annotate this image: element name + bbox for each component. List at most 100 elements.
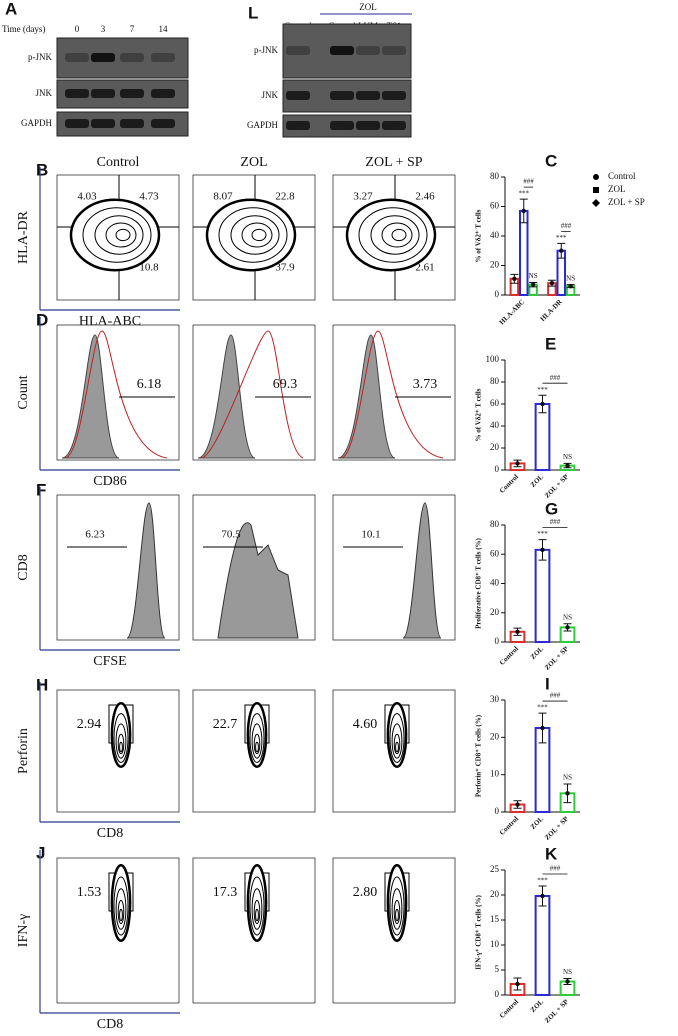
contour <box>358 207 428 263</box>
column-title: ZOL <box>240 155 267 170</box>
histogram-line <box>200 330 304 459</box>
contour <box>117 733 125 755</box>
blot-band <box>356 46 380 55</box>
y-tick-label: 80 <box>490 376 500 386</box>
lane-label: 14 <box>159 24 169 34</box>
row-label: GAPDH <box>21 118 53 128</box>
blot-band <box>286 121 310 130</box>
y-tick-label: 0 <box>495 464 500 474</box>
contour <box>113 876 129 936</box>
axis-label: CD8 <box>97 1017 123 1032</box>
blot-band <box>286 91 310 100</box>
lane-label: 0 <box>75 24 80 34</box>
y-tick-label: 80 <box>490 519 500 529</box>
significance: *** <box>537 704 548 712</box>
y-tick-label: 20 <box>490 607 500 617</box>
data-point <box>521 208 526 214</box>
panel-letter: K <box>545 844 558 863</box>
gate-value: 70.5 <box>221 529 241 541</box>
gate-value: 2.94 <box>77 717 102 732</box>
plot-frame <box>56 324 180 461</box>
data-point <box>540 401 545 407</box>
x-tick-label: Control <box>498 998 520 1020</box>
legend-marker <box>592 199 600 207</box>
data-point <box>565 979 570 984</box>
y-tick-label: 40 <box>490 420 500 430</box>
x-tick-label: ZOL + SP <box>543 472 570 499</box>
axis-label: HLA-DR <box>16 210 31 264</box>
gate-value: 22.7 <box>213 717 238 732</box>
y-tick-label: 0 <box>495 806 500 816</box>
significance: ### <box>523 178 534 186</box>
blot-band <box>151 119 175 128</box>
legend-label: Control <box>608 171 636 181</box>
legend-marker <box>593 187 599 193</box>
axis-label: IFN-γ <box>16 914 31 947</box>
histogram-fill <box>337 334 396 459</box>
contour <box>391 888 403 930</box>
x-tick-label: ZOL + SP <box>543 997 570 1024</box>
plot-frame <box>192 857 316 1004</box>
column-title: Control <box>97 155 140 170</box>
x-tick-label: HLA-ABC <box>498 298 526 326</box>
axis-label: CD86 <box>93 474 126 489</box>
contour <box>386 702 408 768</box>
gate-value: 1.53 <box>77 885 102 900</box>
data-point <box>540 893 545 899</box>
gate-value: 3.27 <box>353 191 373 203</box>
gate-value: 4.03 <box>77 191 97 203</box>
blot-band <box>330 121 354 130</box>
contour <box>393 733 401 755</box>
axis-label: CD8 <box>97 826 123 841</box>
histogram-fill <box>61 334 120 459</box>
row-label: JNK <box>261 90 278 100</box>
data-point <box>549 281 555 286</box>
contour <box>205 198 297 272</box>
data-point <box>565 463 570 468</box>
axis-label: Count <box>16 375 31 409</box>
contour <box>395 908 399 922</box>
gate-value: 10.1 <box>361 529 380 541</box>
contour <box>113 713 129 763</box>
gate-value: 17.3 <box>213 885 238 900</box>
contour <box>381 222 413 248</box>
y-tick-label: 10 <box>490 769 500 779</box>
plot-frame <box>332 324 456 461</box>
y-tick-label: 30 <box>490 694 500 704</box>
lane-label: 3 <box>101 24 106 34</box>
data-point <box>540 725 545 731</box>
data-point <box>559 248 564 253</box>
bar <box>534 548 551 643</box>
significance: ### <box>550 865 561 873</box>
x-tick-label: ZOL <box>529 815 545 831</box>
data-point <box>540 547 545 553</box>
contour <box>115 888 127 930</box>
significance: *** <box>519 190 530 198</box>
plot-frame <box>192 494 316 641</box>
blot-band <box>91 89 115 98</box>
gate-value: 4.60 <box>353 717 378 732</box>
axis-label: CFSE <box>93 654 126 669</box>
y-tick-label: 10 <box>490 939 500 949</box>
bar <box>519 209 529 296</box>
contour <box>251 723 263 759</box>
axis-label: HLA-ABC <box>79 314 141 329</box>
contour <box>253 899 261 925</box>
gate-value: 2.61 <box>415 262 434 274</box>
contour <box>241 222 273 248</box>
legend-label: ZOL <box>608 184 626 194</box>
data-point <box>515 461 520 466</box>
histogram-line <box>64 330 168 459</box>
blot-band <box>65 53 89 62</box>
row-label: GAPDH <box>247 120 279 130</box>
data-point <box>515 802 520 807</box>
significance: ### <box>550 374 561 382</box>
blot-band <box>356 121 380 130</box>
histogram-fill <box>197 334 256 459</box>
contour <box>119 908 123 922</box>
bar <box>534 895 551 996</box>
gate-value: 6.18 <box>137 377 162 392</box>
axis-label: Perforin <box>16 728 31 774</box>
panel-letter: A <box>5 0 17 18</box>
